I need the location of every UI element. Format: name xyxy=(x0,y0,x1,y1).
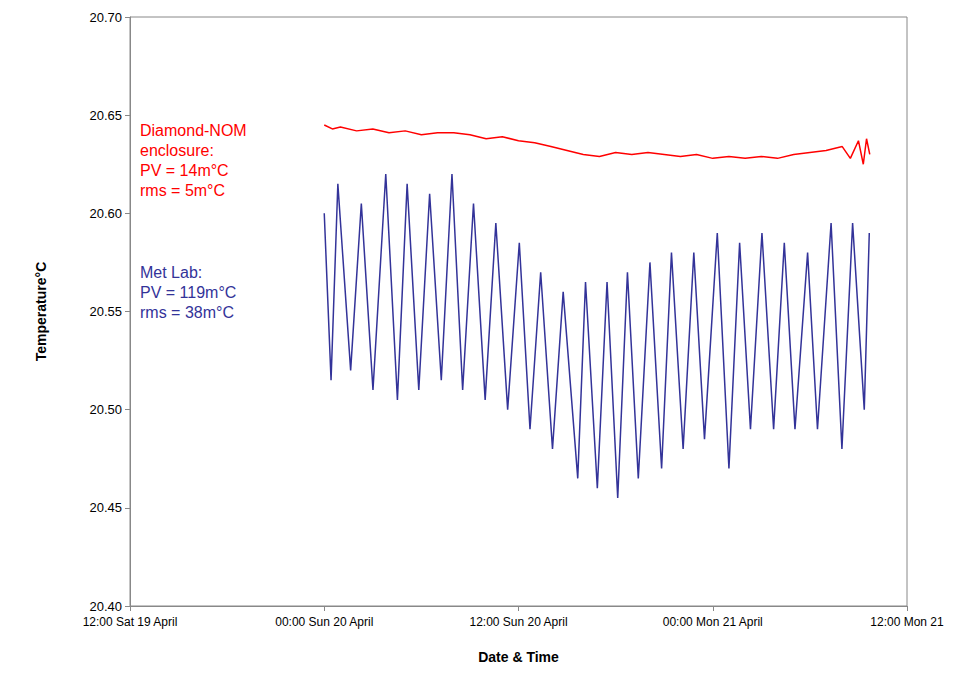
svg-text:20.70: 20.70 xyxy=(89,10,122,25)
svg-text:Diamond-NOM: Diamond-NOM xyxy=(140,122,247,139)
svg-text:12:00 Sat 19 April: 12:00 Sat 19 April xyxy=(83,615,178,629)
svg-text:Met Lab:: Met Lab: xyxy=(140,264,202,281)
svg-text:20.55: 20.55 xyxy=(89,304,122,319)
svg-text:20.50: 20.50 xyxy=(89,402,122,417)
svg-text:PV = 119m°C: PV = 119m°C xyxy=(140,284,236,301)
svg-text:20.65: 20.65 xyxy=(89,108,122,123)
svg-text:Temperature°C: Temperature°C xyxy=(33,262,49,361)
svg-text:enclosure:: enclosure: xyxy=(140,142,214,159)
svg-text:00:00 Sun 20 April: 00:00 Sun 20 April xyxy=(275,615,373,629)
svg-text:PV = 14m°C: PV = 14m°C xyxy=(140,162,229,179)
svg-text:20.45: 20.45 xyxy=(89,500,122,515)
svg-text:12:00 Mon 21: 12:00 Mon 21 xyxy=(870,615,944,629)
svg-text:00:00 Mon 21 April: 00:00 Mon 21 April xyxy=(663,615,763,629)
svg-text:20.60: 20.60 xyxy=(89,206,122,221)
svg-text:20.40: 20.40 xyxy=(89,599,122,614)
svg-text:rms = 5m°C: rms = 5m°C xyxy=(140,182,225,199)
svg-text:12:00 Sun 20 April: 12:00 Sun 20 April xyxy=(469,615,567,629)
svg-text:rms = 38m°C: rms = 38m°C xyxy=(140,304,234,321)
svg-text:Date & Time: Date & Time xyxy=(478,649,559,665)
